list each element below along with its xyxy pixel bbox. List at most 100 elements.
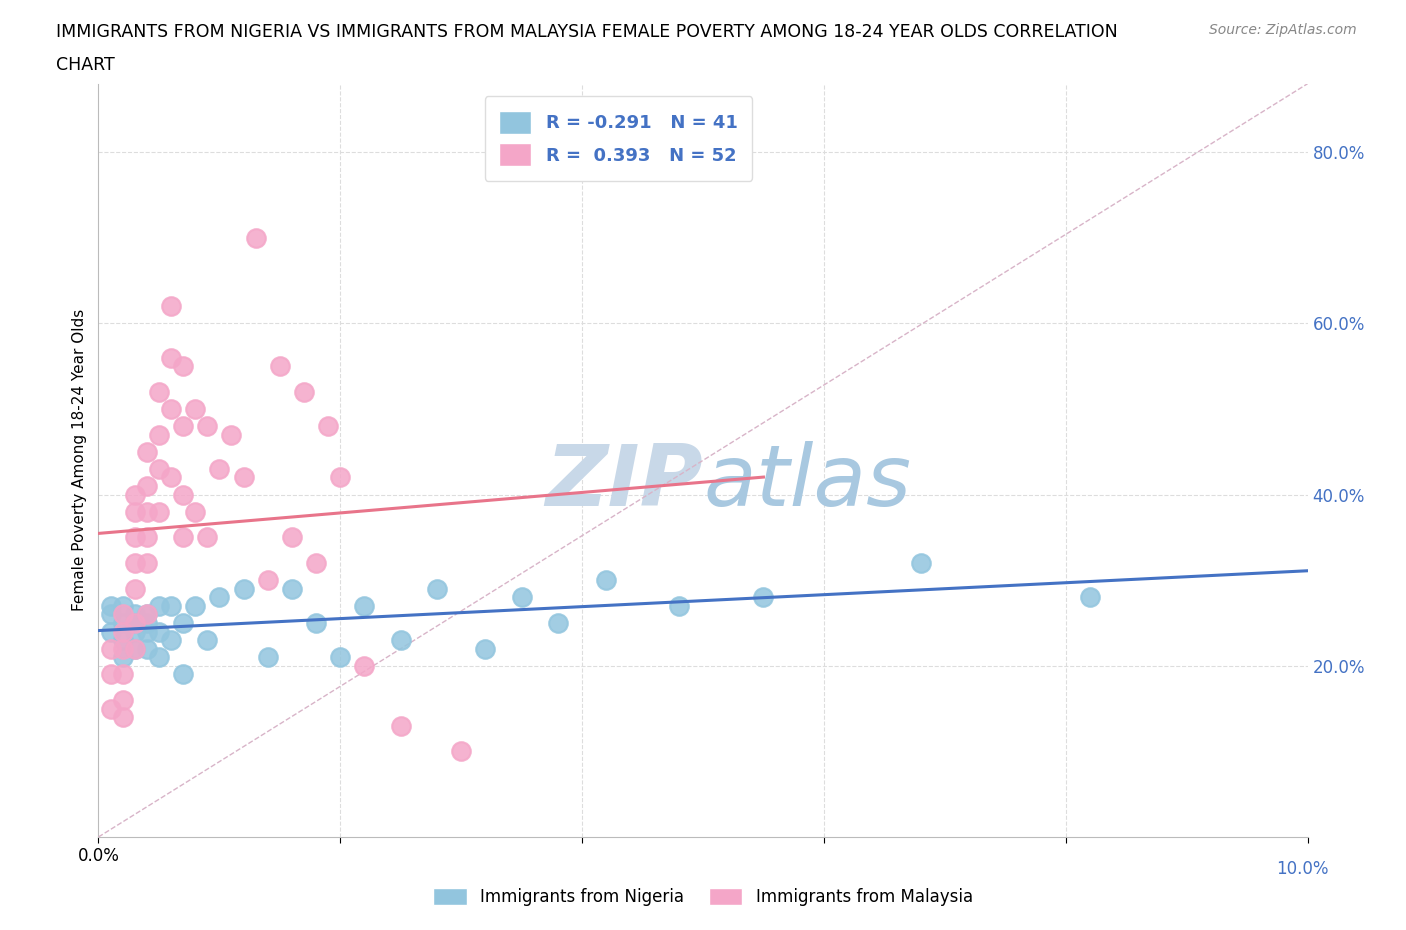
Point (160, 470, 183, 485)
Point (100, 701, 122, 716)
Point (124, 530, 146, 545)
Point (135, 504, 157, 519)
Point (124, 487, 146, 502)
Point (111, 710, 134, 724)
Point (160, 598, 183, 613)
Point (172, 359, 194, 374)
Point (221, 427, 243, 442)
Text: IMMIGRANTS FROM NIGERIA VS IMMIGRANTS FROM MALAYSIA FEMALE POVERTY AMONG 18-24 Y: IMMIGRANTS FROM NIGERIA VS IMMIGRANTS FR… (56, 23, 1118, 41)
Point (111, 667, 134, 682)
Point (245, 231, 267, 246)
Point (135, 445, 157, 459)
Point (111, 616, 134, 631)
Point (111, 598, 134, 613)
Point (148, 504, 170, 519)
Point (111, 624, 134, 639)
Point (292, 384, 315, 399)
Point (389, 718, 412, 733)
Point (111, 693, 134, 708)
Text: CHART: CHART (56, 56, 115, 73)
Point (135, 555, 157, 570)
Point (111, 632, 134, 647)
Point (426, 581, 449, 596)
Point (329, 470, 352, 485)
Point (208, 461, 231, 476)
Point (160, 351, 183, 365)
Point (160, 299, 183, 313)
Text: Source: ZipAtlas.com: Source: ZipAtlas.com (1209, 23, 1357, 37)
Point (281, 581, 304, 596)
Point (135, 607, 157, 622)
Point (148, 384, 170, 399)
Point (160, 632, 183, 647)
Point (389, 632, 412, 647)
Point (195, 530, 218, 545)
Legend: R = -0.291   N = 41, R =  0.393   N = 52: R = -0.291 N = 41, R = 0.393 N = 52 (485, 97, 752, 180)
Point (329, 650, 352, 665)
Point (111, 642, 134, 657)
Point (256, 573, 278, 588)
Point (124, 581, 146, 596)
Point (256, 650, 278, 665)
Point (100, 642, 122, 657)
Point (111, 607, 134, 622)
Point (474, 642, 496, 657)
Point (124, 616, 146, 631)
Point (148, 598, 170, 613)
Point (124, 504, 146, 519)
Point (195, 418, 218, 433)
Point (172, 667, 194, 682)
Point (148, 624, 170, 639)
Point (135, 607, 157, 622)
Point (668, 598, 690, 613)
Point (305, 616, 328, 631)
Point (135, 479, 157, 494)
Point (269, 359, 291, 374)
Point (148, 650, 170, 665)
Point (160, 402, 183, 417)
Point (595, 573, 617, 588)
Point (281, 530, 304, 545)
Point (353, 598, 375, 613)
Point (184, 402, 207, 417)
Point (184, 598, 207, 613)
Point (148, 427, 170, 442)
Point (1078, 590, 1101, 604)
Point (172, 616, 194, 631)
Point (135, 624, 157, 639)
Point (135, 616, 157, 631)
Point (100, 624, 122, 639)
Point (124, 624, 146, 639)
Text: 10.0%: 10.0% (1277, 860, 1329, 878)
Point (135, 642, 157, 657)
Point (100, 607, 122, 622)
Point (100, 598, 122, 613)
Point (172, 418, 194, 433)
Point (124, 642, 146, 657)
Point (752, 590, 775, 604)
Point (172, 530, 194, 545)
Legend: Immigrants from Nigeria, Immigrants from Malaysia: Immigrants from Nigeria, Immigrants from… (426, 881, 980, 912)
Text: ZIP: ZIP (546, 442, 703, 525)
Y-axis label: Female Poverty Among 18-24 Year Olds: Female Poverty Among 18-24 Year Olds (72, 309, 87, 612)
Point (208, 590, 231, 604)
Point (450, 744, 472, 759)
Point (184, 504, 207, 519)
Point (111, 650, 134, 665)
Point (910, 555, 932, 570)
Point (124, 642, 146, 657)
Text: atlas: atlas (703, 442, 911, 525)
Point (547, 616, 569, 631)
Point (232, 470, 254, 485)
Point (232, 581, 254, 596)
Point (316, 418, 339, 433)
Point (100, 667, 122, 682)
Point (124, 616, 146, 631)
Point (135, 530, 157, 545)
Point (124, 607, 146, 622)
Point (172, 487, 194, 502)
Point (148, 461, 170, 476)
Point (195, 632, 218, 647)
Point (510, 590, 533, 604)
Point (124, 555, 146, 570)
